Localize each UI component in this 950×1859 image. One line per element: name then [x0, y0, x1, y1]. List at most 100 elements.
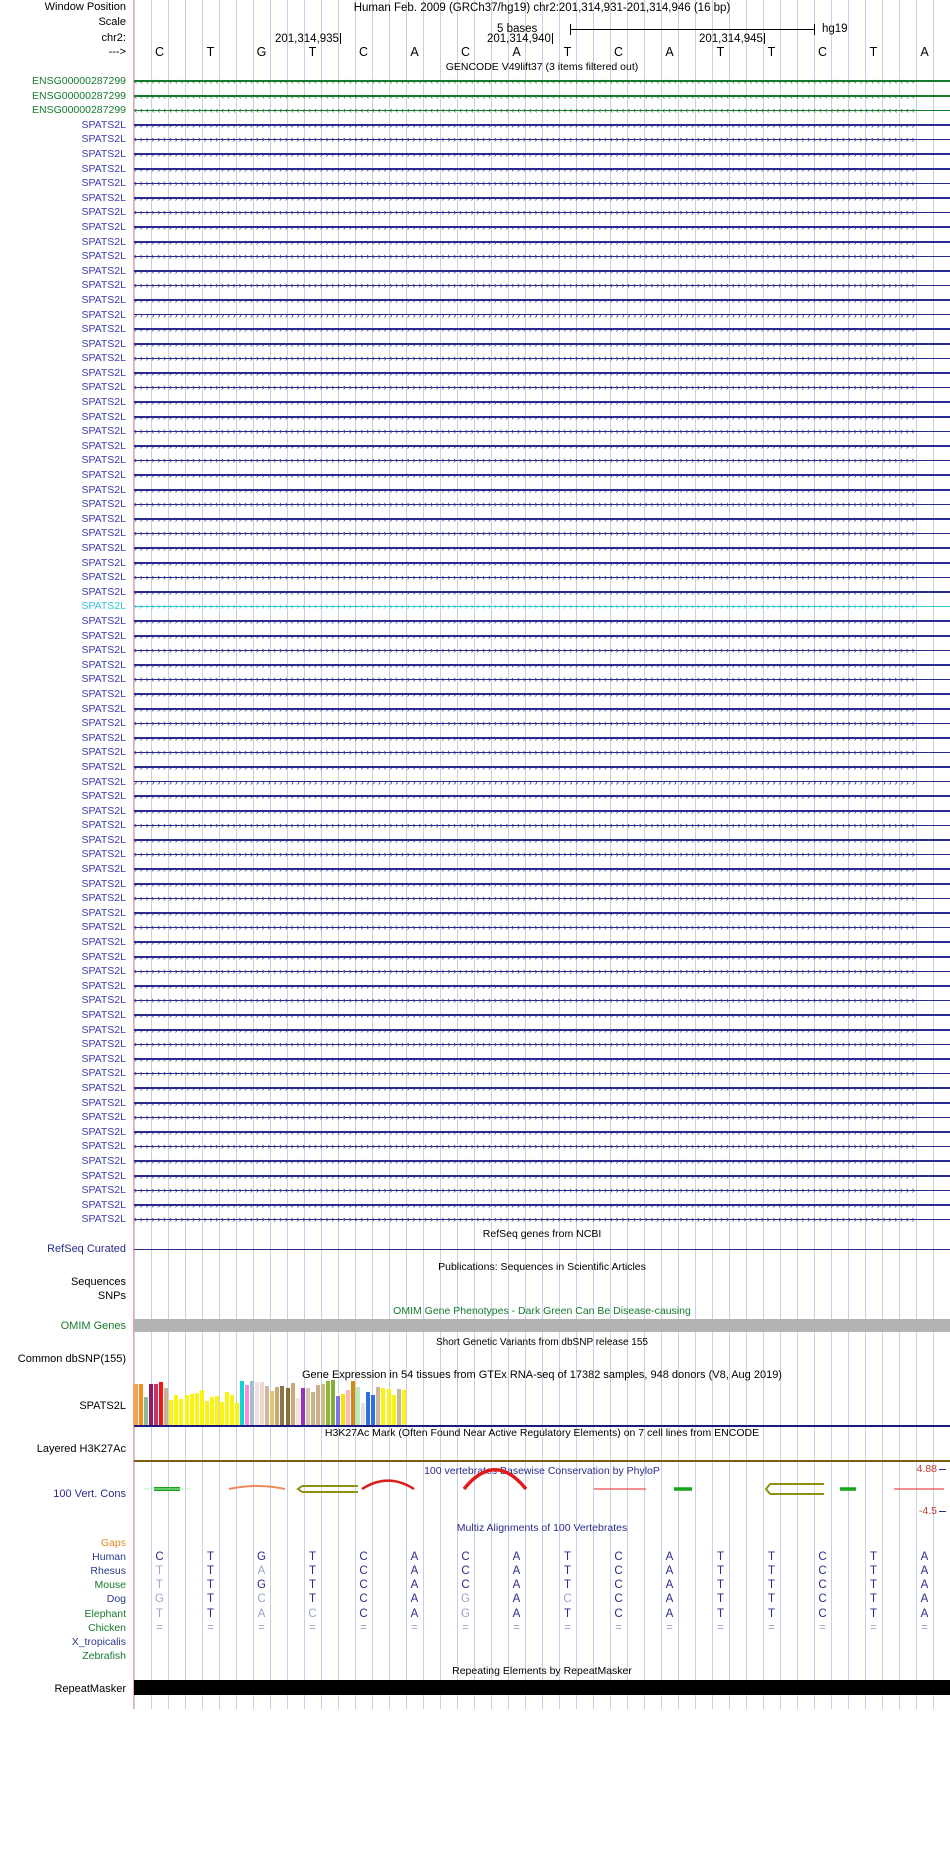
gtex-tissue-bar[interactable] — [169, 1399, 174, 1425]
gene-row[interactable]: SPATS2L › › › › › › › › › › › › › › › › ›… — [0, 278, 950, 293]
gene-row-label[interactable]: SPATS2L — [81, 1081, 126, 1094]
gene-row[interactable]: SPATS2L › › › › › › › › › › › › › › › › ›… — [0, 526, 950, 541]
gene-row[interactable]: SPATS2L › › › › › › › › › › › › › › › › ›… — [0, 570, 950, 585]
gene-row[interactable]: SPATS2L › › › › › › › › › › › › › › › › ›… — [0, 789, 950, 804]
gene-row-label[interactable]: SPATS2L — [81, 717, 126, 730]
gene-row-label[interactable]: SPATS2L — [81, 950, 126, 963]
gene-row[interactable]: SPATS2L › › › › › › › › › › › › › › › › ›… — [0, 978, 950, 994]
repeatmasker-label[interactable]: RepeatMasker — [54, 1683, 126, 1696]
gene-row[interactable]: SPATS2L › › › › › › › › › › › › › › › › ›… — [0, 701, 950, 717]
gene-row[interactable]: SPATS2L › › › › › › › › › › › › › › › › ›… — [0, 453, 950, 469]
gtex-tissue-bar[interactable] — [275, 1386, 280, 1425]
gene-row-label[interactable]: SPATS2L — [81, 571, 126, 584]
gtex-tissue-bar[interactable] — [290, 1382, 295, 1425]
repeatmasker-track[interactable]: Repeating Elements by RepeatMasker Repea… — [0, 1663, 950, 1710]
gene-row-label[interactable]: SPATS2L — [81, 147, 126, 160]
gene-row[interactable]: SPATS2L › › › › › › › › › › › › › › › › ›… — [0, 1037, 950, 1052]
dbsnp-track[interactable]: Short Genetic Variants from dbSNP releas… — [0, 1335, 950, 1369]
gene-row[interactable]: SPATS2L › › › › › › › › › › › › › › › › ›… — [0, 1080, 950, 1096]
gtex-tissue-bar[interactable] — [265, 1385, 270, 1425]
gtex-tissue-bar[interactable] — [144, 1397, 149, 1425]
gene-row-label[interactable]: SPATS2L — [81, 614, 126, 627]
refseq-track[interactable]: RefSeq genes from NCBI RefSeq Curated — [0, 1226, 950, 1259]
gtex-tissue-bar[interactable] — [214, 1396, 219, 1425]
gene-row[interactable]: SPATS2L › › › › › › › › › › › › › › › › ›… — [0, 1051, 950, 1067]
gene-row[interactable]: SPATS2L › › › › › › › › › › › › › › › › ›… — [0, 643, 950, 658]
gtex-tissue-bar[interactable] — [219, 1401, 224, 1425]
gtex-tissue-bar[interactable] — [325, 1380, 330, 1425]
gene-row[interactable]: SPATS2L › › › › › › › › › › › › › › › › ›… — [0, 935, 950, 950]
gene-row-label[interactable]: SPATS2L — [81, 177, 126, 190]
gene-row[interactable]: SPATS2L › › › › › › › › › › › › › › › › ›… — [0, 380, 950, 396]
gene-row[interactable]: SPATS2L › › › › › › › › › › › › › › › › ›… — [0, 1212, 950, 1227]
gtex-tissue-bar[interactable] — [336, 1396, 340, 1425]
gene-row-label[interactable]: SPATS2L — [81, 979, 126, 992]
gene-row[interactable]: SPATS2L › › › › › › › › › › › › › › › › ›… — [0, 146, 950, 162]
gene-row[interactable]: SPATS2L › › › › › › › › › › › › › › › › ›… — [0, 993, 950, 1008]
gene-row-label[interactable]: SPATS2L — [81, 293, 126, 306]
omim-genes-label[interactable]: OMIM Genes — [60, 1319, 126, 1332]
gene-row[interactable]: SPATS2L › › › › › › › › › › › › › › › › ›… — [0, 132, 950, 147]
gtex-tissue-bar[interactable] — [356, 1386, 361, 1425]
gene-row[interactable]: SPATS2L › › › › › › › › › › › › › › › › ›… — [0, 395, 950, 410]
snps-label[interactable]: SNPs — [97, 1289, 126, 1302]
gtex-tissue-bar[interactable] — [235, 1402, 239, 1425]
gene-row-label[interactable]: SPATS2L — [81, 819, 126, 832]
gene-row-label[interactable]: SPATS2L — [81, 191, 126, 204]
gtex-tissue-bar[interactable] — [310, 1392, 315, 1425]
gene-row-label[interactable]: SPATS2L — [81, 644, 126, 657]
gene-row-label[interactable]: SPATS2L — [81, 1154, 126, 1167]
gtex-tissue-bar[interactable] — [209, 1397, 214, 1425]
gene-row-label[interactable]: SPATS2L — [81, 498, 126, 511]
gtex-track[interactable]: Gene Expression in 54 tissues from GTEx … — [0, 1368, 950, 1427]
gene-row[interactable]: SPATS2L › › › › › › › › › › › › › › › › ›… — [0, 613, 950, 629]
gene-row-label[interactable]: SPATS2L — [81, 629, 126, 642]
gtex-tissue-bar[interactable] — [184, 1395, 189, 1425]
gene-row-label[interactable]: SPATS2L — [81, 381, 126, 394]
gene-row[interactable]: SPATS2L › › › › › › › › › › › › › › › › ›… — [0, 190, 950, 206]
gtex-tissue-bar[interactable] — [341, 1394, 346, 1425]
gene-row-label[interactable]: SPATS2L — [81, 206, 126, 219]
sequences-label[interactable]: Sequences — [70, 1275, 126, 1288]
gene-row-label[interactable]: SPATS2L — [81, 906, 126, 919]
gtex-tissue-bar[interactable] — [154, 1383, 159, 1425]
gene-row-label[interactable]: SPATS2L — [81, 833, 126, 846]
gene-row-label[interactable]: SPATS2L — [81, 1111, 126, 1124]
species-label[interactable]: Zebrafish — [82, 1650, 126, 1663]
gene-row[interactable]: SPATS2L › › › › › › › › › › › › › › › › ›… — [0, 847, 950, 863]
gene-row-label[interactable]: SPATS2L — [81, 1009, 126, 1021]
gene-row-label[interactable]: SPATS2L — [81, 220, 126, 233]
gtex-tissue-bar[interactable] — [204, 1400, 209, 1425]
gene-row-label[interactable]: SPATS2L — [81, 936, 126, 949]
gene-row[interactable]: SPATS2L › › › › › › › › › › › › › › › › ›… — [0, 657, 950, 673]
gtex-tissue-bar[interactable] — [371, 1395, 376, 1425]
gene-row-label[interactable]: SPATS2L — [81, 366, 126, 379]
gtex-tissue-bar[interactable] — [320, 1383, 325, 1425]
gene-row[interactable]: SPATS2L › › › › › › › › › › › › › › › › ›… — [0, 745, 950, 760]
omim-track[interactable]: OMIM Gene Phenotypes - Dark Green Can Be… — [0, 1304, 950, 1336]
gene-row-label[interactable]: SPATS2L — [81, 746, 126, 759]
gtex-tissue-bar[interactable] — [330, 1379, 335, 1425]
gene-row[interactable]: SPATS2L › › › › › › › › › › › › › › › › ›… — [0, 511, 950, 527]
gene-row-label[interactable]: SPATS2L — [81, 469, 126, 482]
gtex-tissue-bar[interactable] — [224, 1392, 229, 1425]
species-label[interactable]: Mouse — [94, 1579, 126, 1592]
gene-row-label[interactable]: SPATS2L — [81, 556, 126, 569]
h3k27ac-track[interactable]: H3K27Ac Mark (Often Found Near Active Re… — [0, 1426, 950, 1463]
gene-row[interactable]: ENSG00000287299 ‹ ‹ ‹ ‹ ‹ ‹ ‹ ‹ ‹ ‹ ‹ ‹ ‹… — [0, 88, 950, 104]
gene-row[interactable]: SPATS2L › › › › › › › › › › › › › › › › ›… — [0, 759, 950, 775]
gene-row-label[interactable]: SPATS2L — [81, 1213, 126, 1226]
species-label[interactable]: Human — [92, 1550, 126, 1563]
gene-row-label[interactable]: SPATS2L — [81, 250, 126, 263]
gene-row-label[interactable]: SPATS2L — [81, 600, 126, 613]
gene-row[interactable]: SPATS2L › › › › › › › › › › › › › › › › ›… — [0, 117, 950, 133]
gtex-tissue-bar[interactable] — [300, 1388, 305, 1425]
gene-row[interactable]: SPATS2L › › › › › › › › › › › › › › › › ›… — [0, 774, 950, 790]
gtex-tissue-bar[interactable] — [139, 1383, 144, 1425]
gene-row[interactable]: SPATS2L › › › › › › › › › › › › › › › › ›… — [0, 482, 950, 498]
gene-row[interactable]: ENSG00000287299 ‹ ‹ ‹ ‹ ‹ ‹ ‹ ‹ ‹ ‹ ‹ ‹ ‹… — [0, 74, 950, 89]
gene-row[interactable]: SPATS2L › › › › › › › › › › › › › › › › ›… — [0, 336, 950, 352]
gene-row-label[interactable]: SPATS2L — [81, 760, 126, 773]
dbsnp-label[interactable]: Common dbSNP(155) — [17, 1352, 126, 1365]
gene-row[interactable]: SPATS2L › › › › › › › › › › › › › › › › ›… — [0, 905, 950, 921]
